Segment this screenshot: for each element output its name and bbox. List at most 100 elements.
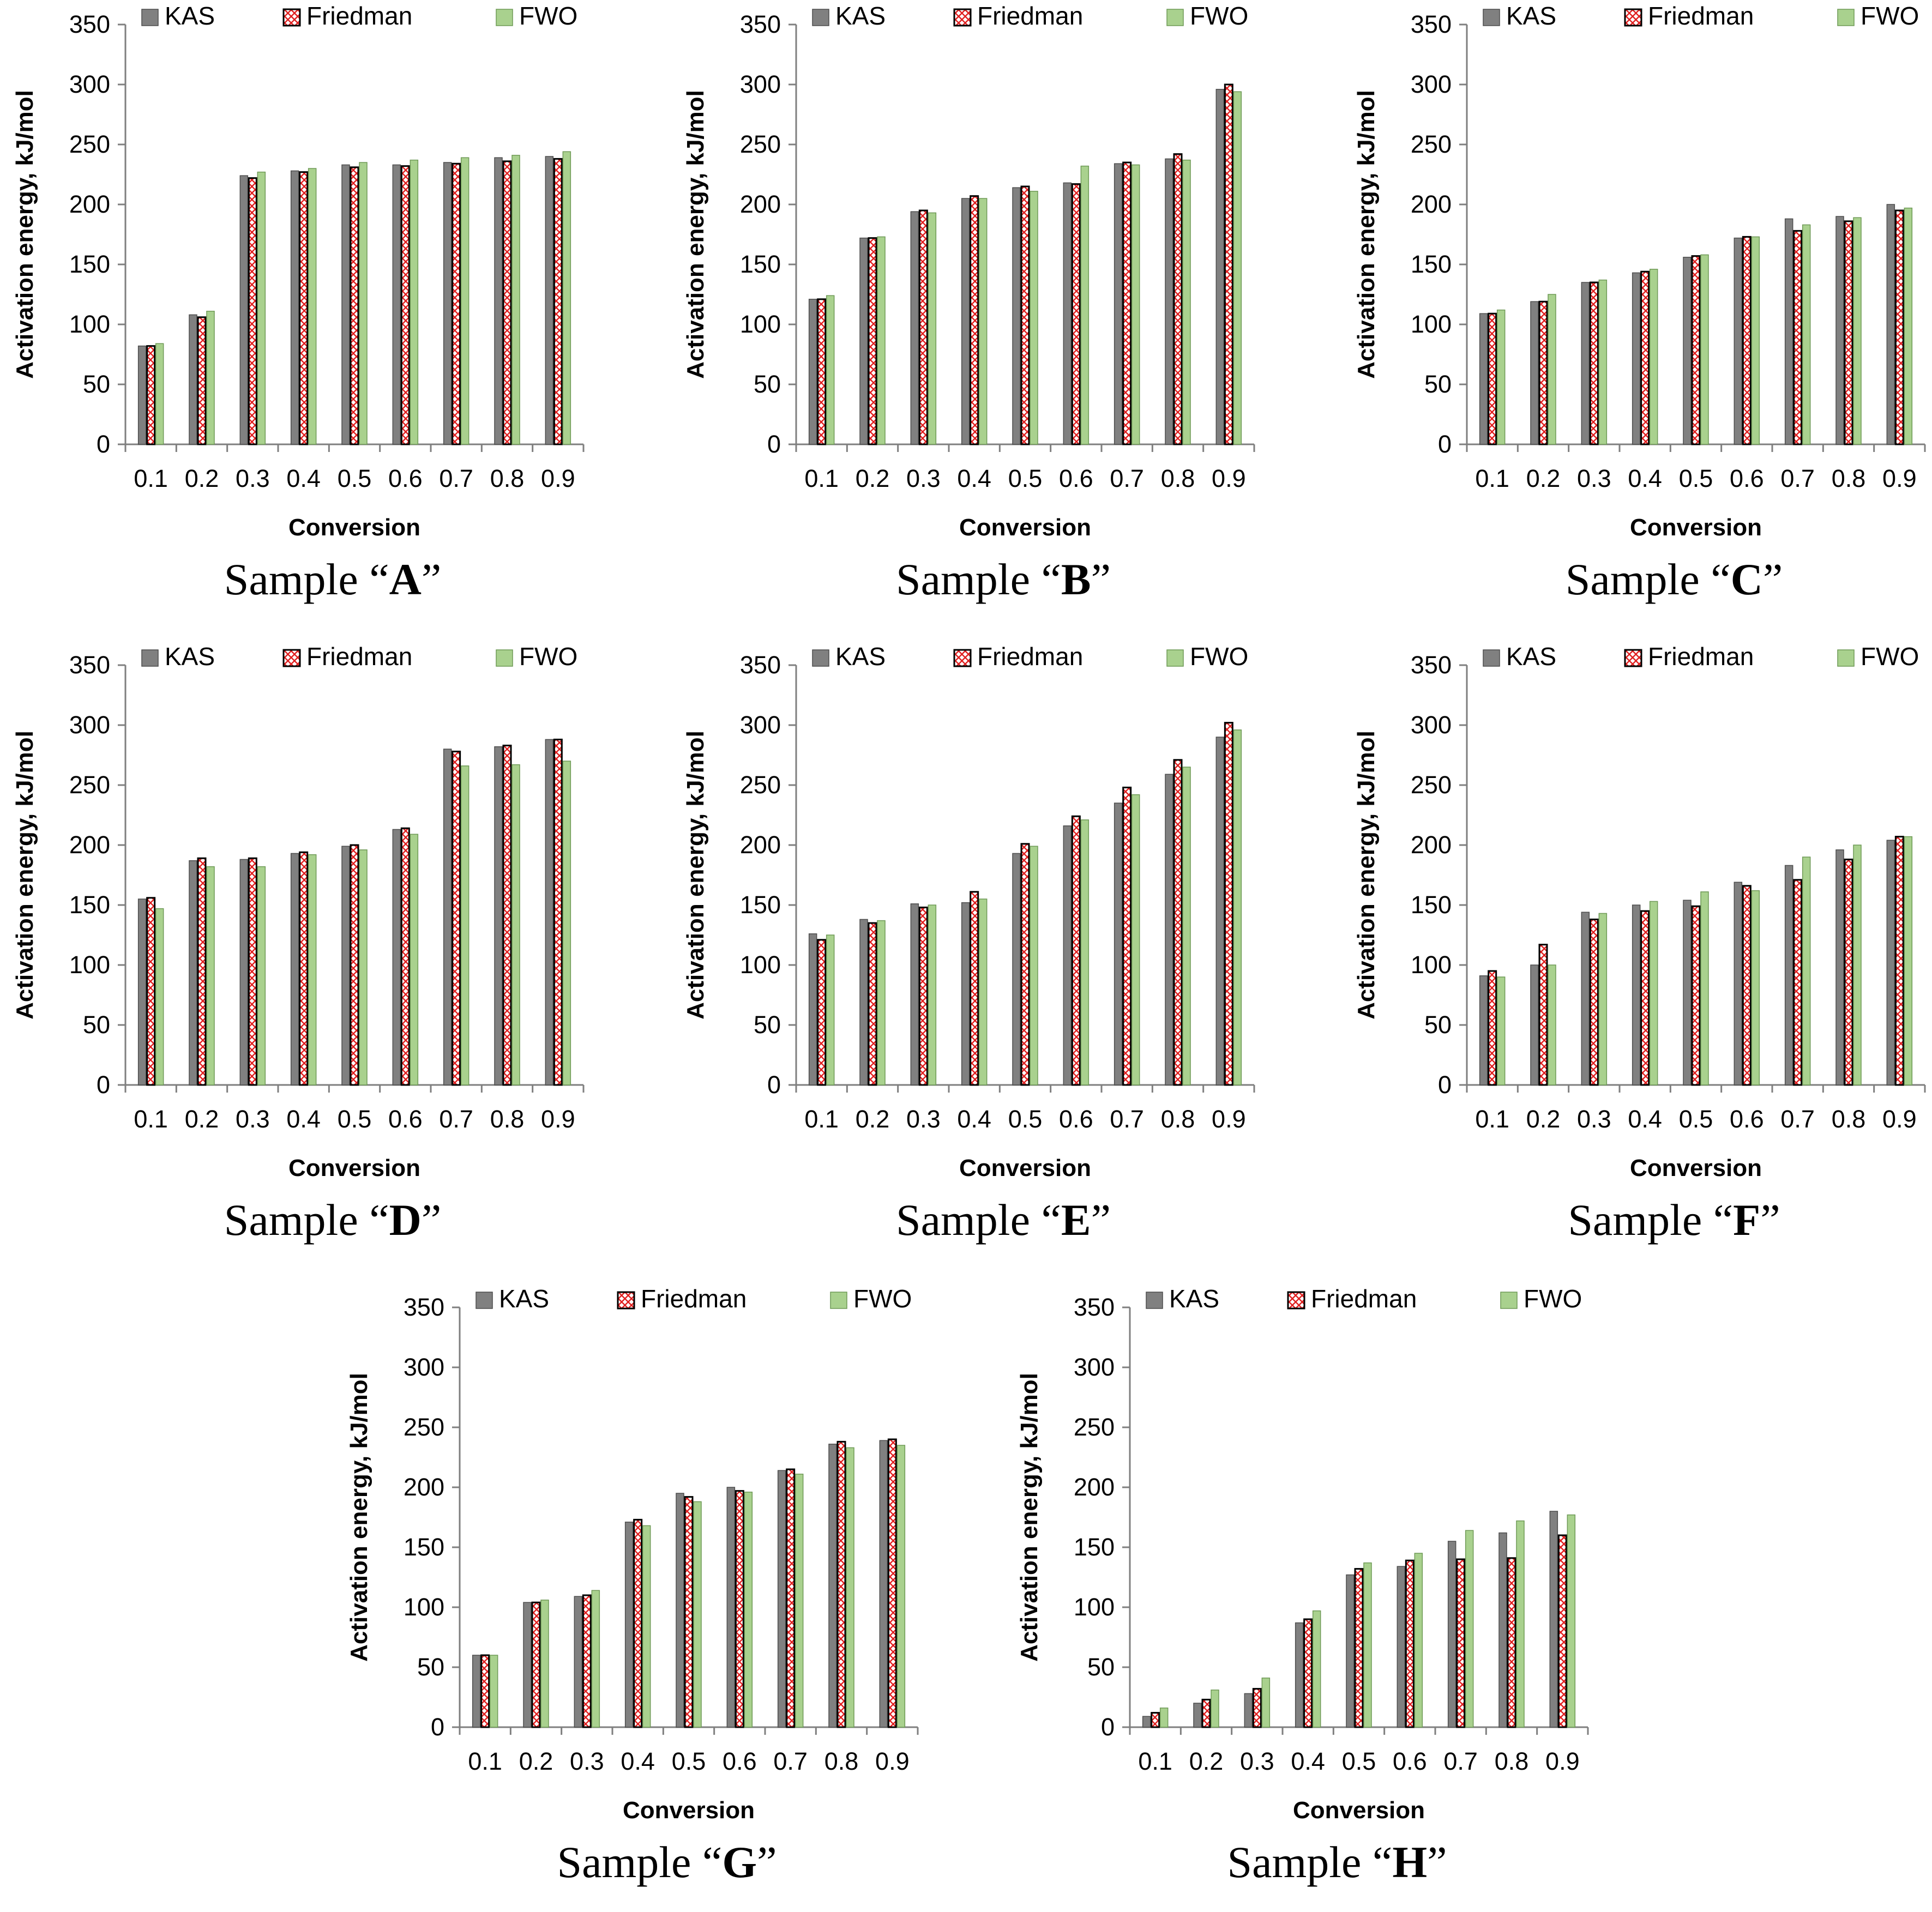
y-tick-label: 350: [69, 651, 110, 679]
bar-kas: [624, 1522, 634, 1728]
y-tick-label: 50: [417, 1653, 444, 1681]
bar-fwo: [978, 198, 988, 445]
bar-kas: [1063, 182, 1072, 445]
bar-fwo: [257, 866, 266, 1085]
legend-label-kas: KAS: [165, 2, 215, 30]
bar-kas: [1581, 282, 1590, 445]
bar-fwo: [1261, 1678, 1271, 1728]
x-tick-label: 0.5: [338, 1105, 372, 1133]
bar-fwo: [1802, 224, 1811, 445]
legend-label-kas: KAS: [1506, 642, 1556, 671]
y-axis-title: Activation energy, kJ/mol: [11, 731, 38, 1020]
bar-fwo: [1182, 159, 1191, 445]
bar-fwo: [511, 764, 520, 1085]
bar-friedman: [502, 160, 512, 445]
bar-fwo: [1030, 846, 1038, 1085]
bar-friedman: [452, 750, 461, 1086]
x-tick-label: 0.5: [672, 1747, 706, 1775]
legend-label-friedman: Friedman: [977, 2, 1083, 30]
bar-fwo: [1182, 767, 1191, 1085]
x-tick-label: 0.8: [490, 1105, 525, 1133]
bar-kas: [1165, 774, 1173, 1085]
legend-label-fwo: FWO: [519, 642, 577, 671]
bar-fwo: [744, 1492, 753, 1728]
y-tick-label: 100: [69, 310, 110, 338]
bar-kas: [879, 1440, 888, 1728]
x-axis-title: Conversion: [1293, 1797, 1425, 1824]
bar-fwo: [359, 849, 368, 1085]
bar-friedman: [1122, 786, 1132, 1086]
chart-caption: Sample “H”: [1227, 1837, 1447, 1887]
bar-kas: [494, 746, 503, 1085]
bar-fwo: [1751, 890, 1760, 1085]
x-tick-label: 0.2: [185, 465, 219, 492]
bar-kas: [808, 299, 817, 445]
x-tick-label: 0.7: [439, 465, 473, 492]
legend-label-fwo: FWO: [519, 2, 577, 30]
bar-kas: [392, 164, 401, 445]
bar-fwo: [1131, 164, 1140, 445]
caption-prefix: Sample “: [896, 554, 1061, 604]
x-tick-label: 0.3: [906, 465, 941, 492]
legend-swatch-fwo: [1500, 1292, 1518, 1309]
x-tick-label: 0.9: [1212, 465, 1246, 492]
bar-friedman: [918, 906, 928, 1086]
legend-label-friedman: Friedman: [306, 2, 412, 30]
y-tick-label: 0: [97, 1071, 110, 1099]
bar-friedman: [1538, 300, 1548, 445]
y-tick-label: 250: [1411, 130, 1452, 158]
legend-label-fwo: FWO: [1861, 642, 1919, 671]
x-tick-label: 0.6: [723, 1747, 757, 1775]
x-tick-label: 0.6: [1730, 465, 1764, 492]
bar-kas: [341, 164, 350, 445]
x-tick-label: 0.2: [1526, 465, 1561, 492]
bar-friedman: [1557, 1534, 1567, 1728]
x-tick-label: 0.9: [541, 465, 575, 492]
bar-fwo: [1904, 207, 1913, 445]
caption-letter: B: [1061, 554, 1091, 604]
x-tick-label: 0.4: [286, 1105, 321, 1133]
chart-sample-g: 0 50 100 150 200 250 300 350 0.1 0.2 0.3 0.4 0.5 0.6 0…: [346, 1284, 919, 1887]
legend-swatch-kas: [476, 1292, 493, 1309]
bar-kas: [290, 170, 299, 445]
legend-swatch-friedman: [617, 1291, 635, 1310]
legend-label-kas: KAS: [499, 1284, 549, 1313]
y-tick-label: 150: [1074, 1533, 1115, 1561]
bar-fwo: [562, 151, 571, 445]
bar-kas: [777, 1470, 786, 1728]
bar-kas: [1215, 737, 1225, 1085]
y-tick-label: 100: [740, 951, 781, 979]
x-tick-label: 0.9: [1212, 1105, 1246, 1133]
bar-friedman: [1020, 185, 1030, 445]
x-tick-label: 0.5: [1679, 1105, 1713, 1133]
y-tick-label: 0: [767, 430, 781, 458]
bar-fwo: [928, 904, 937, 1085]
y-tick-label: 300: [69, 70, 110, 98]
bar-friedman: [887, 1438, 897, 1728]
y-tick-label: 250: [1074, 1413, 1115, 1441]
bar-fwo: [460, 157, 470, 445]
x-tick-label: 0.1: [134, 465, 168, 492]
bar-friedman: [1173, 759, 1183, 1086]
bar-fwo: [257, 171, 266, 445]
x-tick-label: 0.7: [1110, 465, 1144, 492]
legend-swatch-friedman: [1624, 8, 1642, 27]
y-axis-title: Activation energy, kJ/mol: [1016, 1373, 1043, 1662]
x-axis-title: Conversion: [288, 514, 420, 541]
bar-kas: [1886, 840, 1895, 1085]
y-tick-label: 350: [69, 10, 110, 38]
x-tick-label: 0.2: [185, 1105, 219, 1133]
x-tick-label: 0.6: [388, 1105, 423, 1133]
bar-kas: [545, 156, 554, 445]
caption-prefix: Sample “: [224, 554, 389, 604]
bar-kas: [1244, 1693, 1253, 1728]
bar-friedman: [1844, 858, 1853, 1086]
bar-fwo: [155, 908, 164, 1085]
x-tick-label: 0.7: [1110, 1105, 1144, 1133]
legend-label-fwo: FWO: [1190, 642, 1248, 671]
legend-label-friedman: Friedman: [306, 642, 412, 671]
y-tick-label: 50: [1087, 1653, 1115, 1681]
x-tick-label: 0.1: [1475, 1105, 1509, 1133]
bar-friedman: [400, 827, 410, 1086]
